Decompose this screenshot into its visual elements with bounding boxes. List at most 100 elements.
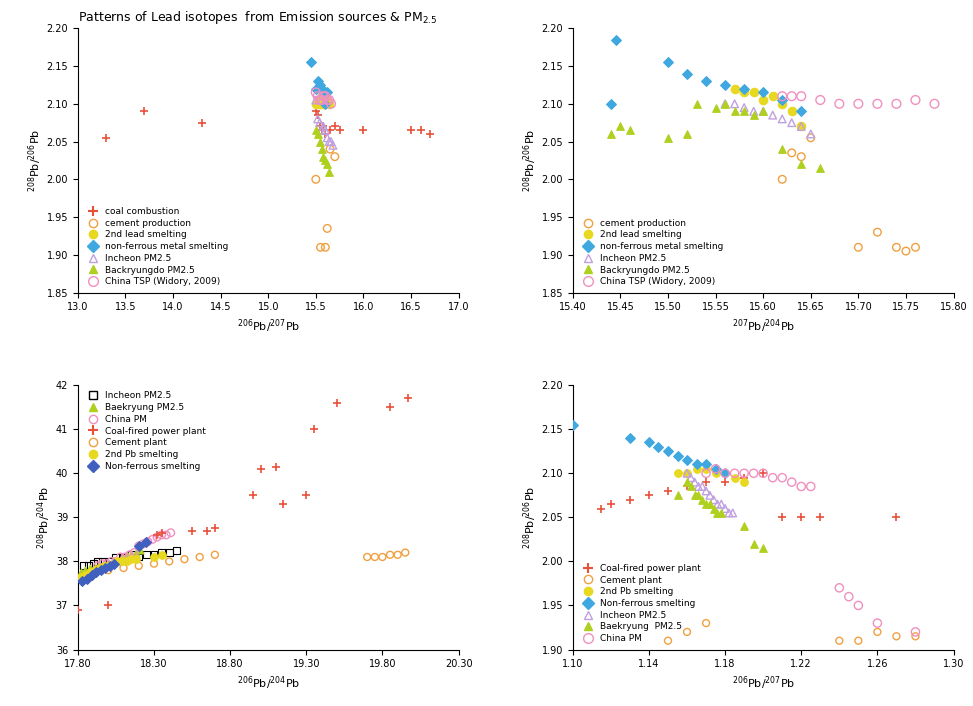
Point (145, 534, 161, 545)
Point (603, 98, 619, 109)
Point (870, 618, 885, 629)
Point (707, 463, 723, 474)
Point (784, 117, 800, 128)
Legend: cement production, 2nd lead smelting, non-ferrous metal smelting, Incheon PM2.5,: cement production, 2nd lead smelting, no… (577, 217, 725, 288)
Point (717, 503, 733, 514)
Point (146, 549, 162, 561)
Point (755, 106, 771, 117)
Point (403, 124, 418, 136)
Point (784, 90, 800, 102)
Point (100, 558, 116, 569)
Point (832, 98, 847, 109)
Point (116, 563, 131, 574)
Point (651, 441, 667, 453)
Point (310, 113, 326, 124)
Point (110, 556, 126, 567)
Point (705, 494, 721, 505)
Point (382, 549, 398, 561)
Point (90, 560, 105, 571)
Point (717, 477, 733, 488)
Point (746, 467, 762, 479)
Point (375, 551, 390, 563)
Point (775, 90, 790, 102)
Point (565, 419, 581, 431)
Point (97, 563, 113, 574)
Point (317, 87, 333, 98)
Point (131, 551, 147, 563)
Point (812, 162, 828, 174)
Point (926, 98, 942, 109)
Point (669, 490, 685, 501)
Point (315, 90, 331, 102)
Point (308, 124, 324, 136)
Point (603, 498, 619, 510)
Point (114, 556, 129, 567)
Point (306, 424, 322, 435)
Point (108, 551, 124, 563)
Point (321, 95, 337, 106)
Text: Patterns of Lead isotopes  from Emission sources & PM$_{2.5}$: Patterns of Lead isotopes from Emission … (78, 9, 437, 26)
Point (695, 481, 710, 492)
Point (311, 121, 327, 132)
Point (304, 56, 319, 68)
Point (140, 536, 156, 547)
Point (888, 630, 904, 642)
Point (315, 87, 331, 98)
Point (699, 467, 714, 479)
Point (321, 98, 337, 109)
Point (717, 467, 733, 479)
Point (317, 90, 333, 102)
Point (699, 477, 714, 488)
Point (594, 503, 609, 514)
Point (755, 95, 771, 106)
Point (793, 481, 809, 492)
Point (327, 121, 342, 132)
Point (705, 503, 721, 514)
Point (689, 98, 704, 109)
Point (162, 547, 177, 558)
Point (138, 536, 154, 547)
Point (310, 95, 326, 106)
Point (308, 87, 324, 98)
Point (622, 494, 637, 505)
Point (100, 560, 116, 571)
Point (382, 402, 398, 413)
Point (76, 560, 91, 571)
Point (661, 635, 676, 647)
Point (127, 547, 143, 558)
Point (313, 90, 329, 102)
Point (98, 132, 114, 143)
Point (268, 461, 283, 472)
Point (359, 551, 375, 563)
Point (775, 143, 790, 155)
Point (311, 95, 327, 106)
Point (707, 102, 723, 113)
Point (803, 128, 818, 140)
Point (689, 463, 704, 474)
X-axis label: $^{206}$Pb/$^{207}$Pb: $^{206}$Pb/$^{207}$Pb (732, 675, 795, 693)
Point (709, 498, 725, 510)
Point (154, 527, 169, 539)
Y-axis label: $^{208}$Pb/$^{206}$Pb: $^{208}$Pb/$^{206}$Pb (522, 486, 539, 549)
Point (746, 87, 762, 98)
Point (775, 174, 790, 185)
Point (311, 136, 327, 147)
Point (73, 567, 89, 578)
Point (154, 547, 169, 558)
Point (699, 498, 714, 510)
Point (310, 128, 326, 140)
Point (727, 98, 742, 109)
Point (898, 246, 914, 257)
Point (322, 124, 338, 136)
Point (793, 159, 809, 170)
Point (327, 151, 342, 162)
Point (683, 472, 699, 484)
Point (122, 549, 137, 561)
Point (390, 549, 406, 561)
Point (699, 459, 714, 470)
Point (784, 148, 800, 159)
Point (253, 463, 269, 474)
X-axis label: $^{207}$Pb/$^{204}$Pb: $^{207}$Pb/$^{204}$Pb (732, 318, 795, 335)
Point (775, 512, 790, 523)
Point (319, 223, 335, 234)
